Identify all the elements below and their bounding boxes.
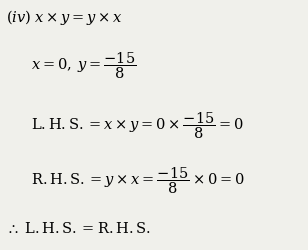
Text: $x = 0,\; y = \dfrac{-15}{8}$: $x = 0,\; y = \dfrac{-15}{8}$ [31,50,136,80]
Text: $\mathrm{L.H.S.} = x \times y = 0 \times \dfrac{-15}{8} = 0$: $\mathrm{L.H.S.} = x \times y = 0 \times… [31,110,243,140]
Text: $\mathrm{R.H.S.} = y \times x = \dfrac{-15}{8} \times 0 = 0$: $\mathrm{R.H.S.} = y \times x = \dfrac{-… [31,165,245,195]
Text: $\therefore\; \mathrm{L.H.S.} = \mathrm{R.H.S.}$: $\therefore\; \mathrm{L.H.S.} = \mathrm{… [6,220,151,235]
Text: $(iv)\; x \times y = y \times x$: $(iv)\; x \times y = y \times x$ [6,8,123,27]
